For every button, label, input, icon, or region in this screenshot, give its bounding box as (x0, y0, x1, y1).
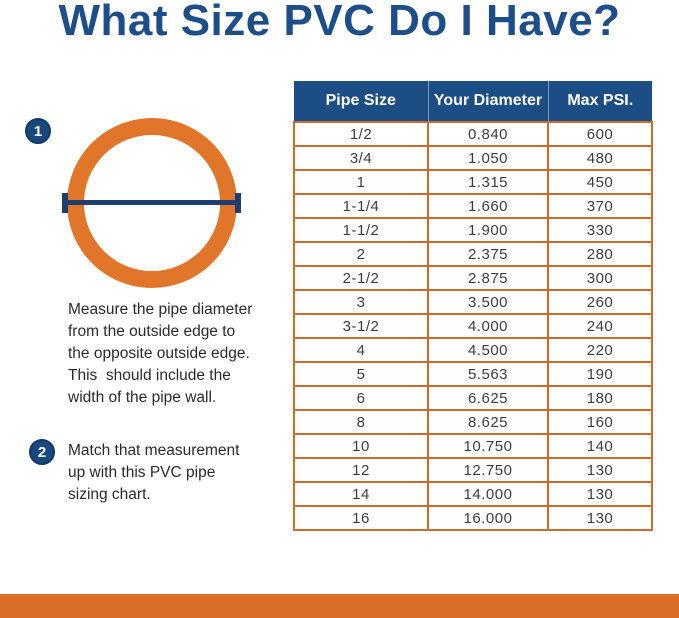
table-cell: 3/4 (293, 145, 429, 171)
table-cell: 3.500 (427, 289, 549, 315)
table-row: 1-1/2 1.900 330 (293, 217, 653, 243)
table-cell: 3 (293, 289, 429, 315)
table-row: 8 8.625 160 (293, 409, 653, 435)
table-cell: 12 (293, 457, 429, 483)
table-cell: 16.000 (427, 505, 549, 531)
diameter-line-cap-left (62, 193, 68, 213)
table-cell: 2-1/2 (293, 265, 429, 291)
table-cell: 1.660 (427, 193, 549, 219)
table-cell: 2 (293, 241, 429, 267)
table-cell: 1.900 (427, 217, 549, 243)
table-cell: 14 (293, 481, 429, 507)
table-row: 2-1/2 2.875 300 (293, 265, 653, 291)
table-cell: 0.840 (427, 121, 549, 147)
table-header-cell: Pipe Size (294, 81, 428, 122)
diameter-line (66, 200, 237, 205)
step-2-text: Match that measurement up with this PVC … (68, 442, 240, 503)
table-header-cell: Max PSI. (547, 81, 652, 122)
table-row: 10 10.750 140 (293, 433, 653, 459)
table-cell: 4 (293, 337, 429, 363)
table-row: 5 5.563 190 (293, 361, 653, 387)
table-cell: 130 (547, 481, 653, 507)
table-cell: 220 (547, 337, 653, 363)
table-row: 4 4.500 220 (293, 337, 653, 363)
table-cell: 12.750 (427, 457, 549, 483)
table-cell: 1/2 (293, 121, 429, 147)
table-cell: 280 (547, 241, 653, 267)
table-row: 3/4 1.050 480 (293, 145, 653, 171)
table-cell: 1.315 (427, 169, 549, 195)
table-cell: 10 (293, 433, 429, 459)
table-cell: 1-1/2 (293, 217, 429, 243)
diameter-line-cap-right (235, 193, 241, 213)
pipe-sizing-table: Pipe Size Your Diameter Max PSI. 1/2 0.840 6… (293, 81, 653, 531)
table-cell: 330 (547, 217, 653, 243)
table-cell: 140 (547, 433, 653, 459)
table-row: 1 1.315 450 (293, 169, 653, 195)
table-row: 6 6.625 180 (293, 385, 653, 411)
table-cell: 8.625 (427, 409, 549, 435)
table-header-cell: Your Diameter (427, 81, 548, 122)
table-cell: 260 (547, 289, 653, 315)
table-cell: 130 (547, 457, 653, 483)
table-cell: 1-1/4 (293, 193, 429, 219)
pipe-sizing-table-container: Pipe Size Your Diameter Max PSI. 1/2 0.840 6… (293, 81, 653, 531)
table-row: 16 16.000 130 (293, 505, 653, 531)
table-cell: 1.050 (427, 145, 549, 171)
table-cell: 370 (547, 193, 653, 219)
step-1-badge: 1 (25, 118, 51, 144)
table-cell: 10.750 (427, 433, 549, 459)
pipe-table-body: 1/2 0.840 600 3/4 1.050 480 1 1.315 450 1-1/4 1.66… (293, 121, 653, 531)
table-cell: 14.000 (427, 481, 549, 507)
table-row: 3-1/2 4.000 240 (293, 313, 653, 339)
table-cell: 450 (547, 169, 653, 195)
table-cell: 240 (547, 313, 653, 339)
table-cell: 4.500 (427, 337, 549, 363)
bottom-accent-bar (0, 594, 679, 618)
table-cell: 4.000 (427, 313, 549, 339)
table-row: 3 3.500 260 (293, 289, 653, 315)
table-cell: 190 (547, 361, 653, 387)
table-cell: 300 (547, 265, 653, 291)
table-header-row: Pipe Size Your Diameter Max PSI. (294, 81, 652, 122)
table-row: 1-1/4 1.660 370 (293, 193, 653, 219)
table-row: 12 12.750 130 (293, 457, 653, 483)
step-2-badge: 2 (29, 439, 55, 465)
table-cell: 6 (293, 385, 429, 411)
table-cell: 600 (547, 121, 653, 147)
table-row: 1/2 0.840 600 (293, 121, 653, 147)
table-row: 2 2.375 280 (293, 241, 653, 267)
table-cell: 480 (547, 145, 653, 171)
table-cell: 3-1/2 (293, 313, 429, 339)
table-cell: 2.875 (427, 265, 549, 291)
step-1-text: Measure the pipe diameter from the outsi… (68, 301, 253, 406)
table-cell: 5.563 (427, 361, 549, 387)
page-title: What Size PVC Do I Have? (58, 0, 621, 45)
table-cell: 130 (547, 505, 653, 531)
table-cell: 16 (293, 505, 429, 531)
table-row: 14 14.000 130 (293, 481, 653, 507)
table-cell: 8 (293, 409, 429, 435)
table-cell: 2.375 (427, 241, 549, 267)
table-cell: 1 (293, 169, 429, 195)
table-cell: 160 (547, 409, 653, 435)
table-cell: 6.625 (427, 385, 549, 411)
table-cell: 5 (293, 361, 429, 387)
table-cell: 180 (547, 385, 653, 411)
